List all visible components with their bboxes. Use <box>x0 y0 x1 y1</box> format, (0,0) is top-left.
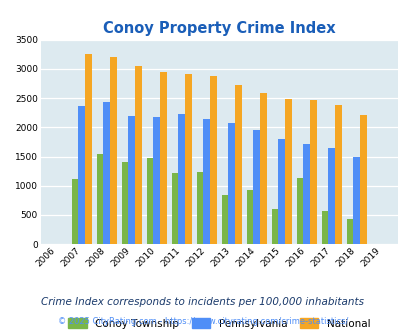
Bar <box>284 99 291 244</box>
Bar <box>210 77 216 244</box>
Bar <box>135 66 142 244</box>
Text: Crime Index corresponds to incidents per 100,000 inhabitants: Crime Index corresponds to incidents per… <box>41 297 364 307</box>
Bar <box>85 54 92 244</box>
Bar <box>321 212 328 244</box>
Bar <box>260 93 266 244</box>
Title: Conoy Property Crime Index: Conoy Property Crime Index <box>103 21 335 36</box>
Bar <box>128 115 135 244</box>
Bar <box>359 115 366 244</box>
Bar <box>160 72 166 244</box>
Bar <box>103 102 110 244</box>
Bar <box>253 130 260 244</box>
Bar <box>96 153 103 244</box>
Bar <box>309 100 316 244</box>
Bar <box>153 117 160 244</box>
Bar <box>271 209 278 244</box>
Bar <box>278 139 284 244</box>
Bar <box>246 190 253 244</box>
Bar <box>146 158 153 244</box>
Bar <box>185 74 192 244</box>
Bar <box>171 173 178 244</box>
Bar <box>178 114 185 244</box>
Bar <box>78 106 85 244</box>
Bar <box>221 195 228 244</box>
Legend: Conoy Township, Pennsylvania, National: Conoy Township, Pennsylvania, National <box>65 315 373 330</box>
Text: © 2025 CityRating.com - https://www.cityrating.com/crime-statistics/: © 2025 CityRating.com - https://www.city… <box>58 317 347 326</box>
Bar <box>122 162 128 244</box>
Bar <box>346 219 352 244</box>
Bar <box>228 123 234 244</box>
Bar <box>328 148 334 244</box>
Bar <box>303 144 309 244</box>
Bar <box>72 179 78 244</box>
Bar <box>196 172 203 244</box>
Bar <box>110 56 117 244</box>
Bar <box>203 118 210 244</box>
Bar <box>296 178 303 244</box>
Bar <box>334 105 341 244</box>
Bar <box>352 157 359 244</box>
Bar <box>234 85 241 244</box>
